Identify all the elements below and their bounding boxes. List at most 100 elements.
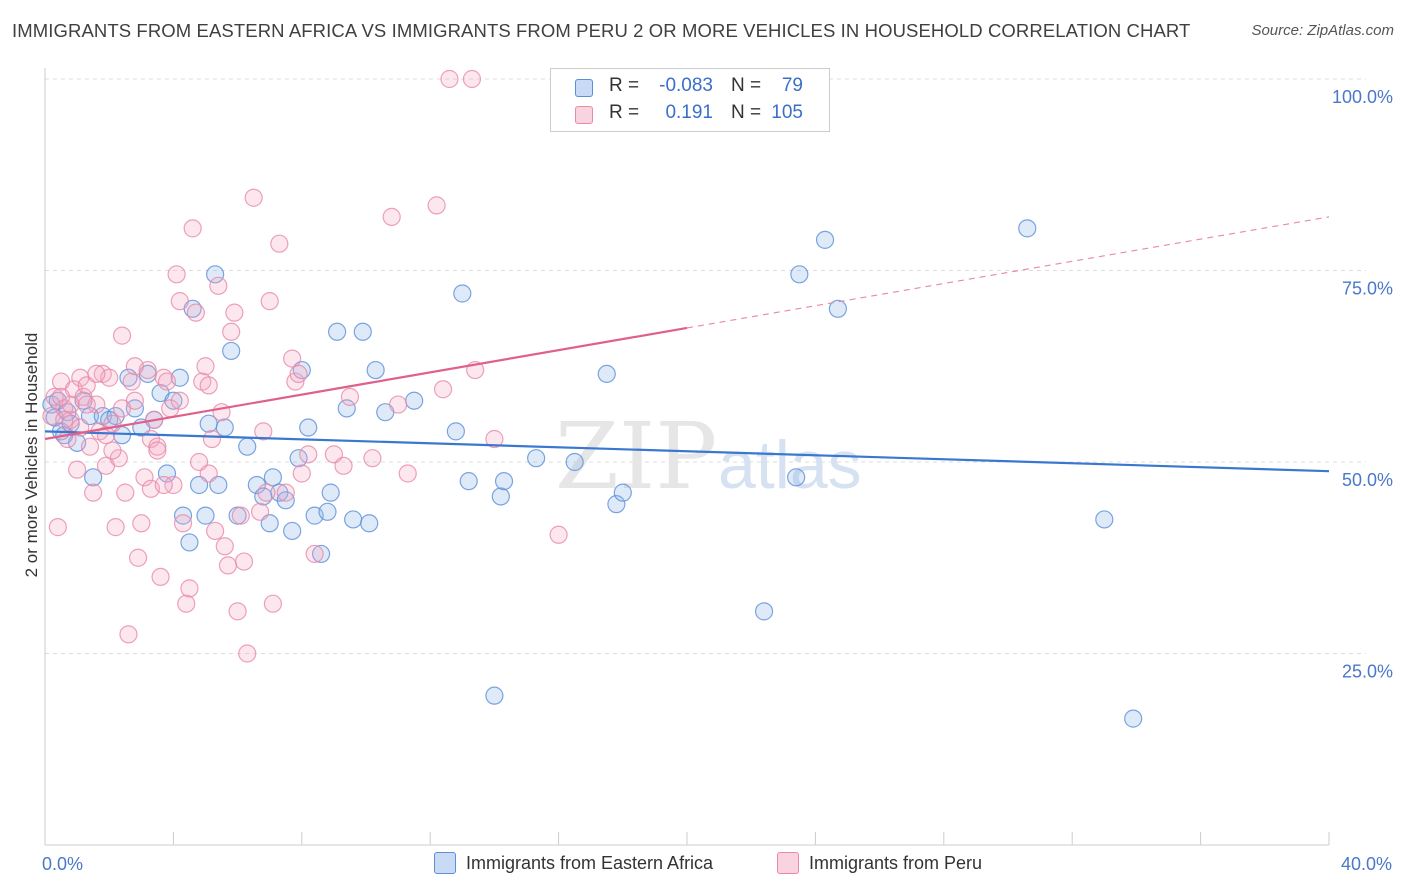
- eastern-africa-point: [360, 514, 379, 533]
- peru-point: [334, 456, 353, 475]
- peru-point: [257, 483, 276, 502]
- eastern-africa-point: [125, 399, 144, 418]
- legend-n-label: N =: [731, 102, 762, 123]
- eastern-africa-point: [366, 360, 385, 380]
- y-tick-label: 25.0%: [1342, 662, 1393, 682]
- peru-point: [135, 468, 154, 487]
- peru-point: [84, 483, 103, 502]
- peru-point: [462, 69, 482, 89]
- peru-point: [215, 537, 234, 556]
- peru-point: [260, 292, 279, 311]
- bottom-legend-swatch-blue: [434, 852, 456, 874]
- peru-point: [125, 357, 144, 376]
- eastern-africa-point: [754, 602, 774, 621]
- peru-point: [433, 380, 453, 399]
- peru-point: [116, 483, 135, 502]
- y-tick-label: 50.0%: [1342, 470, 1393, 490]
- legend-r-value: 0.191: [665, 102, 713, 123]
- peru-point: [67, 460, 87, 479]
- peru-point: [289, 364, 308, 384]
- watermark: ZIP atlas: [555, 403, 862, 510]
- peru-point: [112, 399, 132, 418]
- eastern-africa-point: [494, 472, 514, 491]
- legend-swatch-pink: [575, 106, 593, 124]
- peru-point: [292, 464, 311, 483]
- eastern-africa-point: [597, 364, 616, 384]
- watermark-zip: ZIP: [555, 403, 717, 510]
- peru-point: [202, 429, 222, 449]
- eastern-africa-point: [321, 483, 340, 502]
- chart-title: IMMIGRANTS FROM EASTERN AFRICA VS IMMIGR…: [12, 20, 1191, 41]
- peru-point: [51, 387, 71, 406]
- peru-point: [151, 567, 170, 587]
- peru-point: [485, 429, 504, 449]
- peru-point: [228, 602, 247, 621]
- source-label: Source: ZipAtlas.com: [1251, 22, 1394, 39]
- peru-point: [398, 464, 417, 483]
- peru-point: [173, 514, 193, 533]
- legend-n-value: 79: [781, 75, 803, 96]
- peru-point: [189, 452, 209, 472]
- legend-row-peru: R = 0.191 N = 105: [551, 102, 829, 128]
- peru-point: [222, 322, 241, 341]
- eastern-africa-point: [222, 341, 241, 361]
- peru-point: [382, 207, 401, 226]
- peru-point: [186, 303, 205, 322]
- peru-point: [87, 395, 106, 414]
- peru-point: [299, 445, 318, 464]
- peru-point: [340, 387, 360, 406]
- peru-point: [389, 395, 408, 414]
- y-tick-labels: 25.0% 50.0% 75.0% 100.0%: [1332, 87, 1393, 682]
- peru-point: [231, 506, 250, 525]
- eastern-africa-point: [787, 468, 806, 487]
- eastern-africa-point: [565, 452, 584, 472]
- eastern-africa-point: [196, 506, 215, 525]
- legend-swatch-blue: [575, 79, 593, 97]
- eastern-africa-point: [180, 533, 199, 552]
- peru-point: [128, 548, 148, 567]
- peru-point: [55, 410, 74, 429]
- eastern-africa-point: [613, 483, 632, 502]
- peru-point: [77, 395, 96, 414]
- peru-point: [206, 521, 225, 541]
- peru-point: [427, 196, 446, 215]
- peru-point: [238, 644, 257, 663]
- eastern-africa-point: [299, 418, 318, 437]
- eastern-africa-point: [318, 502, 337, 521]
- peru-trend-line-extension: [686, 216, 1330, 329]
- legend-r-value: -0.083: [659, 75, 713, 96]
- eastern-africa-trend-line: [44, 430, 1330, 473]
- legend-n-label: N =: [731, 75, 762, 96]
- peru-point: [48, 518, 67, 537]
- eastern-africa-point: [206, 265, 225, 284]
- x-tick-label-max: 40.0%: [1341, 854, 1392, 874]
- peru-point: [177, 594, 196, 613]
- eastern-africa-point: [790, 265, 809, 284]
- eastern-africa-point: [157, 464, 177, 483]
- peru-point: [106, 518, 125, 537]
- data-points: [42, 69, 1143, 728]
- eastern-africa-point: [446, 422, 465, 441]
- peru-point: [170, 292, 189, 311]
- y-tick-label: 100.0%: [1332, 87, 1393, 107]
- eastern-africa-point: [1124, 709, 1143, 728]
- peru-point: [199, 376, 218, 395]
- stats-legend: R = -0.083 N = 79 R = 0.191 N = 105: [550, 68, 830, 132]
- peru-point: [244, 188, 263, 207]
- peru-point: [122, 372, 141, 391]
- legend-n-value: 105: [771, 102, 803, 123]
- eastern-africa-point: [828, 299, 847, 318]
- peru-point: [148, 437, 167, 456]
- eastern-africa-point: [337, 399, 356, 418]
- eastern-africa-point: [1018, 219, 1037, 238]
- legend-r-label: R =: [609, 102, 640, 123]
- peru-point: [270, 234, 289, 253]
- eastern-africa-point: [238, 437, 257, 456]
- peru-point: [61, 395, 80, 414]
- peru-point: [167, 265, 186, 284]
- bottom-legend-label: Immigrants from Eastern Africa: [466, 853, 714, 873]
- eastern-africa-point: [527, 449, 546, 468]
- peru-point: [157, 372, 177, 391]
- eastern-africa-point: [328, 322, 347, 341]
